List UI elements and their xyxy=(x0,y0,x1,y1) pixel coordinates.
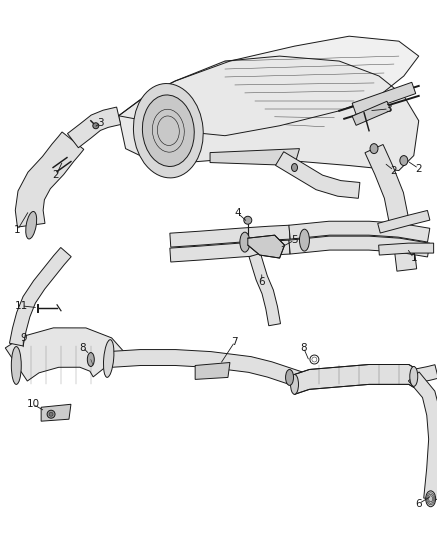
PathPatch shape xyxy=(10,247,71,346)
Ellipse shape xyxy=(134,84,203,178)
Circle shape xyxy=(49,412,53,416)
Ellipse shape xyxy=(87,352,94,367)
Ellipse shape xyxy=(290,375,298,394)
PathPatch shape xyxy=(378,211,430,233)
Text: 2: 2 xyxy=(391,166,397,175)
Circle shape xyxy=(47,410,55,418)
PathPatch shape xyxy=(276,152,360,198)
PathPatch shape xyxy=(15,132,84,227)
Ellipse shape xyxy=(300,229,309,251)
Text: 2: 2 xyxy=(53,171,60,181)
Ellipse shape xyxy=(426,491,436,507)
Text: 8: 8 xyxy=(80,343,86,352)
PathPatch shape xyxy=(408,372,438,499)
Text: 3: 3 xyxy=(385,104,392,114)
Polygon shape xyxy=(294,365,414,394)
PathPatch shape xyxy=(352,101,391,125)
PathPatch shape xyxy=(170,225,290,247)
Circle shape xyxy=(93,123,99,129)
Ellipse shape xyxy=(400,156,408,166)
Ellipse shape xyxy=(103,340,114,377)
Text: 6: 6 xyxy=(415,499,422,509)
PathPatch shape xyxy=(249,253,280,326)
Circle shape xyxy=(244,216,252,224)
Polygon shape xyxy=(119,56,419,171)
PathPatch shape xyxy=(108,350,302,387)
Text: 6: 6 xyxy=(258,277,265,287)
PathPatch shape xyxy=(289,236,430,257)
Text: 7: 7 xyxy=(232,337,238,346)
Polygon shape xyxy=(195,362,230,379)
Text: 11: 11 xyxy=(14,301,28,311)
PathPatch shape xyxy=(352,82,416,115)
Ellipse shape xyxy=(410,367,418,386)
Ellipse shape xyxy=(370,144,378,154)
Ellipse shape xyxy=(240,232,250,252)
Polygon shape xyxy=(210,149,300,166)
Text: 2: 2 xyxy=(415,164,422,174)
Text: 3: 3 xyxy=(97,118,104,128)
PathPatch shape xyxy=(170,240,290,262)
Ellipse shape xyxy=(292,164,297,172)
PathPatch shape xyxy=(413,365,438,383)
Ellipse shape xyxy=(26,212,37,239)
Text: 5: 5 xyxy=(291,235,298,245)
Polygon shape xyxy=(119,36,419,136)
Text: 4: 4 xyxy=(235,208,241,219)
PathPatch shape xyxy=(5,328,124,381)
PathPatch shape xyxy=(67,107,120,148)
Text: 10: 10 xyxy=(27,399,40,409)
Text: 1: 1 xyxy=(14,225,21,235)
Text: 9: 9 xyxy=(20,333,27,343)
Text: 8: 8 xyxy=(300,343,307,352)
PathPatch shape xyxy=(365,144,417,271)
Ellipse shape xyxy=(286,369,293,385)
Ellipse shape xyxy=(11,346,21,384)
Polygon shape xyxy=(41,404,71,421)
Polygon shape xyxy=(248,235,285,258)
Text: 1: 1 xyxy=(410,253,417,263)
PathPatch shape xyxy=(378,243,434,255)
Ellipse shape xyxy=(142,95,194,166)
PathPatch shape xyxy=(289,221,430,242)
